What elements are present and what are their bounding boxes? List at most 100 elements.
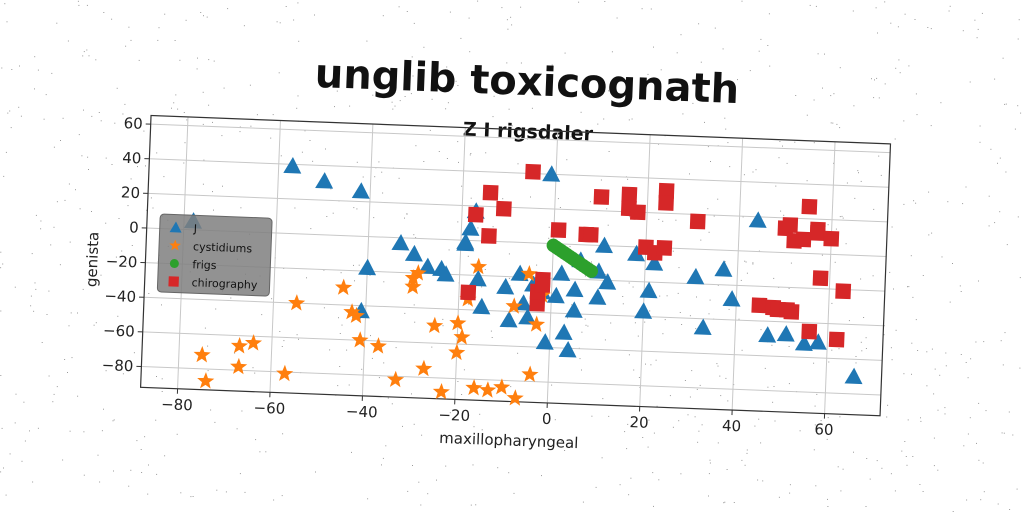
noise-speck <box>606 208 608 210</box>
noise-speck <box>939 374 941 376</box>
noise-speck <box>161 391 163 392</box>
noise-speck <box>848 320 850 322</box>
noise-speck <box>977 28 979 30</box>
noise-speck <box>481 286 483 288</box>
noise-speck <box>1005 103 1007 105</box>
y-tick-label: 40 <box>122 149 142 168</box>
data-point-cystidiums <box>432 382 450 400</box>
noise-speck <box>978 280 979 282</box>
noise-speck <box>566 159 568 161</box>
noise-speck <box>492 226 494 228</box>
noise-speck <box>717 365 719 367</box>
noise-speck <box>30 295 32 297</box>
noise-speck <box>839 127 841 129</box>
noise-speck <box>116 330 118 331</box>
noise-speck <box>744 464 746 466</box>
noise-speck <box>891 226 893 228</box>
noise-speck <box>407 64 409 66</box>
noise-speck <box>767 45 769 46</box>
noise-speck <box>928 191 930 193</box>
plot-frame <box>139 114 892 417</box>
noise-speck <box>141 472 143 473</box>
noise-speck <box>497 467 499 469</box>
noise-speck <box>1006 244 1008 246</box>
data-point-j <box>639 281 658 299</box>
data-point-chirography <box>525 163 541 180</box>
data-point-j <box>510 264 529 282</box>
data-point-j <box>404 244 423 262</box>
noise-speck <box>161 378 163 380</box>
noise-speck <box>252 367 254 369</box>
noise-speck <box>234 352 236 354</box>
noise-speck <box>413 22 415 24</box>
noise-speck <box>679 312 681 313</box>
noise-speck <box>98 112 100 113</box>
noise-speck <box>917 350 919 351</box>
data-point-j <box>634 302 653 319</box>
data-point-j <box>496 277 515 295</box>
noise-speck <box>604 339 606 341</box>
data-point-cystidiums <box>369 337 387 354</box>
noise-speck <box>279 331 281 332</box>
noise-speck <box>637 335 639 337</box>
noise-speck <box>423 161 425 162</box>
noise-speck <box>353 207 355 209</box>
noise-speck <box>919 484 921 485</box>
noise-speck <box>1019 367 1021 369</box>
grid-line-y <box>144 296 884 327</box>
noise-speck <box>827 224 829 226</box>
noise-speck <box>173 102 175 104</box>
noise-speck <box>794 141 796 143</box>
noise-speck <box>507 28 509 30</box>
noise-speck <box>70 312 72 314</box>
noise-speck <box>746 449 748 451</box>
noise-speck <box>14 286 16 288</box>
noise-speck <box>865 348 867 349</box>
noise-speck <box>105 157 107 159</box>
noise-speck <box>752 171 754 173</box>
noise-speck <box>911 373 912 375</box>
noise-speck <box>832 122 834 124</box>
noise-speck <box>75 189 76 191</box>
data-point-j <box>315 172 334 189</box>
data-point-chirography <box>812 270 829 287</box>
noise-speck <box>207 345 209 347</box>
noise-speck <box>982 462 984 464</box>
noise-speck <box>727 142 729 144</box>
noise-speck <box>9 110 11 112</box>
noise-speck <box>581 331 583 333</box>
noise-speck <box>845 243 847 245</box>
noise-speck <box>634 322 636 324</box>
noise-speck <box>658 218 660 220</box>
noise-speck <box>629 216 631 218</box>
noise-speck <box>105 370 107 372</box>
noise-speck <box>855 356 857 357</box>
noise-speck <box>700 239 702 241</box>
noise-speck <box>18 106 20 108</box>
noise-speck <box>418 481 420 483</box>
noise-speck <box>373 217 375 219</box>
data-point-j <box>456 233 475 250</box>
noise-speck <box>383 281 385 283</box>
noise-speck <box>492 116 494 118</box>
noise-speck <box>551 64 553 66</box>
noise-speck <box>869 478 871 480</box>
noise-speck <box>697 441 699 443</box>
noise-speck <box>1014 128 1016 130</box>
noise-speck <box>642 437 644 438</box>
noise-speck <box>760 38 762 40</box>
noise-speck <box>382 192 384 194</box>
noise-speck <box>926 351 928 353</box>
noise-speck <box>1005 171 1007 173</box>
noise-speck <box>412 465 413 466</box>
noise-speck <box>877 32 878 34</box>
noise-speck <box>0 471 2 473</box>
noise-speck <box>990 148 992 150</box>
noise-speck <box>842 217 844 219</box>
noise-speck <box>221 135 223 137</box>
noise-speck <box>605 274 607 276</box>
noise-speck <box>930 125 932 127</box>
noise-speck <box>853 105 855 107</box>
noise-speck <box>156 473 158 475</box>
noise-speck <box>967 377 969 379</box>
